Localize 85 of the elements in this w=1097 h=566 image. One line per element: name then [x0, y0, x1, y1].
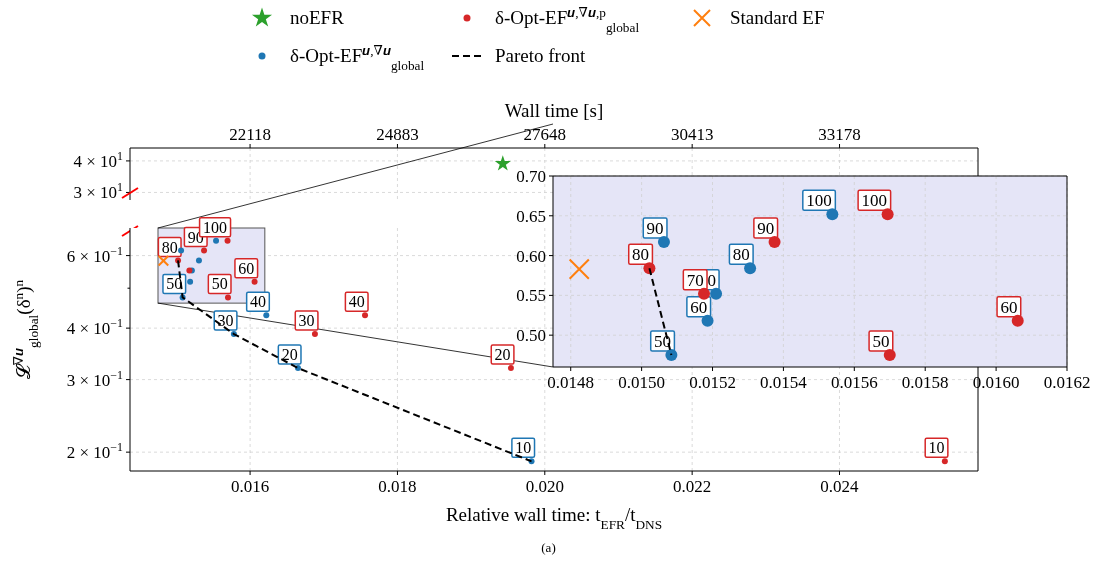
annotation: 80	[632, 245, 650, 265]
x-tick-label: 0.022	[673, 477, 712, 496]
point	[157, 254, 170, 267]
legend-label: Pareto front	[495, 45, 586, 66]
point	[826, 208, 839, 221]
point	[883, 349, 896, 362]
annotation: 100	[203, 218, 228, 236]
y-tick-label: 2 × 10$^{−1}$	[66, 440, 124, 463]
x-tick-label: 0.0148	[547, 373, 595, 392]
point	[881, 208, 894, 221]
y-tick-label: 4 × 10$^{−1}$	[66, 316, 124, 339]
y-tick-label: 0.65	[516, 206, 546, 226]
x-tick-label: 0.0156	[830, 373, 878, 392]
point	[768, 236, 781, 249]
point	[224, 294, 231, 301]
y-tick-label: 0.50	[516, 326, 546, 346]
x-tick-label: 0.024	[820, 477, 860, 496]
x-axis-title: Relative wall time: t$_{EFR}$/t$_{DNS}$	[445, 504, 663, 532]
x-tick-label: 0.0162	[1043, 373, 1091, 392]
x2-tick-label: 24883	[376, 125, 419, 144]
x2-tick-label: 33178	[818, 125, 861, 144]
point	[701, 314, 714, 327]
annotation: 90	[757, 219, 775, 238]
point	[941, 458, 948, 465]
annotation: 100	[806, 191, 832, 211]
annotation: 10	[928, 439, 945, 457]
x2-tick-label: 22118	[229, 125, 272, 144]
x-tick-label: 0.016	[230, 477, 270, 496]
x-tick-label: 0.0158	[901, 373, 949, 392]
annotation: 50	[654, 332, 672, 352]
point	[568, 258, 590, 280]
point	[362, 312, 369, 319]
annotation: 40	[249, 293, 266, 311]
x-tick-label: 0.0160	[972, 373, 1020, 392]
y-tick-label: 0.60	[516, 246, 546, 266]
x2-axis-title: Wall time [s]	[504, 100, 604, 121]
legend-label: noEFR	[290, 7, 345, 28]
point	[1011, 314, 1024, 327]
annotation: 90	[646, 219, 664, 238]
point	[187, 278, 194, 285]
y-tick-label: 3 × 10$^{−1}$	[66, 367, 124, 390]
annotation: 60	[238, 259, 255, 277]
point	[213, 237, 220, 244]
legend-label: Standard EF	[730, 7, 825, 28]
x-tick-label: 0.018	[378, 477, 417, 496]
annotation: 70	[686, 270, 704, 290]
x2-tick-label: 27648	[523, 125, 567, 144]
point	[311, 331, 318, 338]
annotation: 80	[732, 245, 750, 265]
x-tick-label: 0.0154	[760, 373, 808, 392]
point	[665, 349, 678, 362]
annotation: 30	[298, 312, 315, 330]
y-tick-label: 0.70	[516, 167, 546, 186]
annotation: 30	[217, 312, 234, 330]
point	[507, 365, 514, 372]
point	[698, 287, 711, 300]
annotation: 0	[707, 270, 716, 290]
annotation: 10	[515, 439, 532, 457]
point	[195, 257, 202, 264]
point	[710, 287, 723, 300]
x2-tick-label: 30413	[670, 125, 714, 144]
annotation: 60	[1000, 297, 1018, 317]
annotation: 20	[494, 346, 511, 364]
point	[744, 262, 757, 275]
text: (a)	[541, 540, 556, 555]
y-tick-label: 6 × 10$^{−1}$	[66, 243, 124, 266]
y-tick-label: 4 × 10$^{1}$	[73, 148, 124, 171]
annotation: 60	[690, 297, 708, 317]
point	[178, 247, 185, 254]
point	[657, 236, 670, 249]
y-tick-label: 0.55	[516, 286, 546, 306]
annotation: 100	[861, 191, 888, 211]
point	[201, 247, 208, 254]
point	[224, 237, 231, 244]
annotation: 80	[161, 238, 178, 256]
x-tick-label: 0.0150	[618, 373, 665, 392]
x-tick-label: 0.020	[525, 477, 564, 496]
x-tick-label: 0.0152	[689, 373, 736, 392]
annotation: 40	[348, 293, 365, 311]
annotation: 50	[872, 332, 890, 352]
annotation: 20	[281, 346, 298, 364]
point	[251, 278, 258, 285]
annotation: 50	[211, 275, 228, 293]
y-tick-label: 3 × 10$^{1}$	[73, 180, 124, 203]
point	[263, 312, 270, 319]
